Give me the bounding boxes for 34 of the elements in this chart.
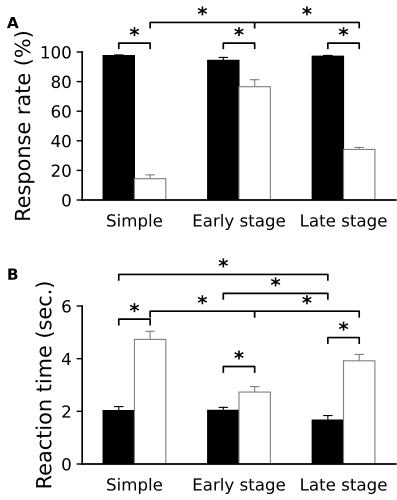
y-tick-label: 0	[62, 458, 71, 471]
y-tick-label: 40	[51, 134, 71, 148]
chart-title: A	[6, 16, 19, 28]
text: *	[130, 27, 140, 36]
text: *	[234, 27, 244, 36]
text: *	[198, 6, 208, 16]
y-tick-label: 20	[52, 164, 71, 177]
text: *	[218, 258, 228, 268]
y-tick-label: 2	[62, 405, 70, 418]
annotation: *	[338, 322, 348, 331]
y-tick-label: 0	[62, 194, 71, 207]
text: *	[198, 295, 208, 304]
x-tick-label: Simple	[107, 214, 162, 230]
y-tick-label: 6	[62, 300, 71, 313]
x-tick-label: Simple	[107, 478, 162, 494]
x-tick-label: Late stage	[301, 478, 387, 494]
bar	[134, 178, 166, 200]
text: *	[270, 277, 280, 286]
x-tick-label: Early stage	[194, 214, 285, 230]
x-tick-label: Late stage	[301, 214, 387, 230]
annotation: *	[130, 303, 140, 312]
bar	[342, 148, 376, 200]
y-axis-title: Reaction time (sec.)	[35, 282, 54, 488]
y-tick-label: 100	[42, 46, 71, 59]
chart-title: B	[8, 268, 18, 280]
y-tick-label: 4	[62, 352, 71, 365]
text: *	[302, 295, 312, 304]
y-tick-label: 60	[52, 105, 71, 118]
text: *	[302, 6, 312, 16]
annotation: *	[234, 350, 244, 360]
x-tick-label: Early stage	[194, 478, 285, 494]
y-axis-title: Response rate (%)	[14, 32, 34, 220]
text: *	[338, 27, 348, 36]
y-tick-label: 80	[52, 76, 71, 88]
